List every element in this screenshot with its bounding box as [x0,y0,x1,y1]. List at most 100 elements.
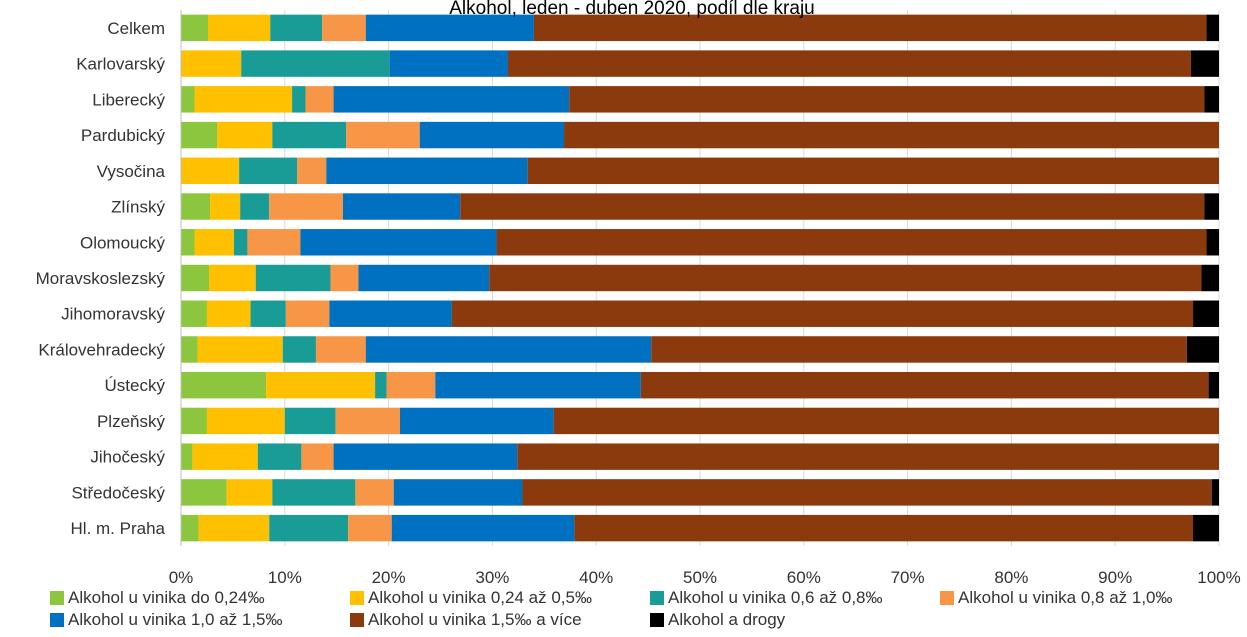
bar-segment [292,86,306,113]
bar-segment [241,50,390,77]
legend-swatch [650,613,664,627]
category-label: Zlínský [111,198,165,217]
bar-segment [269,514,349,542]
bar-segment [419,121,565,149]
bar-segment [266,371,376,399]
legend-label: Alkohol u vinika 0,24 až 0,5‰ [368,588,592,607]
category-label: Jihočeský [90,448,165,467]
legend-item: Alkohol u vinika 1,5‰ a více [350,610,650,630]
bar-segment [181,14,208,42]
bar-segment [348,514,392,542]
bar-segment [326,157,528,185]
bar-segment [255,264,331,292]
bar-segment [386,371,436,399]
bar-segment [400,407,554,435]
bar-segment [460,193,1205,220]
bars [181,14,1219,542]
legend-swatch [50,591,64,605]
legend-item: Alkohol u vinika 0,6 až 0,8‰ [650,588,940,608]
bar-segment [1193,514,1219,542]
legend-swatch [350,613,364,627]
bar-segment [181,514,199,542]
x-tick-labels: 0% 10% 20% 30% 40% 50% 60% 70% 80% 90% 100% [169,568,1241,587]
bar-segment [527,157,1219,185]
category-label: Celkem [107,19,165,38]
legend-label: Alkohol a drogy [668,610,786,629]
bar-segment [181,86,195,113]
bar-segment [346,121,420,149]
x-tick-label: 50% [683,568,717,587]
bar-segment [1190,50,1219,77]
bar-segment [1186,336,1219,363]
bar-segment [269,193,343,220]
bar-segment [194,229,234,256]
legend-item: Alkohol a drogy [650,610,950,630]
bar-segment [1193,300,1219,327]
bar-segment [181,264,210,292]
bar-segment [206,300,251,327]
x-tick-label: 80% [994,568,1028,587]
category-label: Vysočina [97,162,166,181]
legend-row-1: Alkohol u vinika do 0,24‰ Alkohol u vinik… [50,587,1240,609]
bar-segment [1208,371,1219,399]
bar-segment [1204,193,1219,220]
category-label: Karlovarský [76,55,165,74]
bar-segment [194,86,293,113]
bar-segment [358,264,490,292]
bar-segment [640,371,1209,399]
legend-label: Alkohol u vinika 1,0 až 1,5‰ [68,610,283,629]
bar-segment [250,300,286,327]
bar-segment [206,407,285,435]
legend-swatch [650,591,664,605]
bar-segment [305,86,334,113]
bar-segment [198,514,270,542]
bar-segment [181,229,195,256]
x-tick-label: 10% [268,568,302,587]
legend-swatch [350,591,364,605]
bar-segment [257,443,302,470]
bar-segment [391,514,575,542]
bar-segment [507,50,1191,77]
bar-segment [272,479,356,506]
bar-segment [181,443,193,470]
legend-item: Alkohol u vinika 0,24 až 0,5‰ [350,588,650,608]
legend-label: Alkohol u vinika do 0,24‰ [68,588,265,607]
bar-segment [285,300,330,327]
legend-row-2: Alkohol u vinika 1,0 až 1,5‰ Alkohol u vi… [50,609,1240,631]
category-label: Jihomoravský [61,305,165,324]
bar-segment [435,371,641,399]
bar-segment [284,407,336,435]
bar-segment [181,300,207,327]
bar-segment [365,14,534,42]
x-tick-label: 0% [169,568,194,587]
bar-segment [209,264,256,292]
bar-segment [1201,264,1219,292]
bar-segment [517,443,1219,470]
bar-segment [496,229,1207,256]
bar-segment [233,229,248,256]
legend-item: Alkohol u vinika 1,0 až 1,5‰ [50,610,350,630]
category-label: Plzeňský [97,412,166,431]
category-label: Hl. m. Praha [71,519,166,538]
bar-segment [181,371,267,399]
bar-segment [451,300,1194,327]
bar-segment [226,479,273,506]
bar-segment [181,193,211,220]
bar-segment [181,121,218,149]
legend-label: Alkohol u vinika 0,8 až 1,0‰ [958,588,1173,607]
bar-segment [272,121,347,149]
bar-segment [181,407,207,435]
category-labels: Celkem Karlovarský Liberecký Pardubický Vyso… [36,19,166,538]
bar-segment [192,443,258,470]
bar-segment [181,50,242,77]
bar-segment [240,193,270,220]
bar-segment [207,14,271,42]
bar-segment [333,443,518,470]
bar-segment [355,479,394,506]
legend-swatch [940,591,954,605]
category-label: Ústecký [105,376,166,395]
bar-segment [239,157,298,185]
bar-segment [282,336,316,363]
chart-title: Alkohol, leden - duben 2020, podíl dle k… [449,0,814,19]
